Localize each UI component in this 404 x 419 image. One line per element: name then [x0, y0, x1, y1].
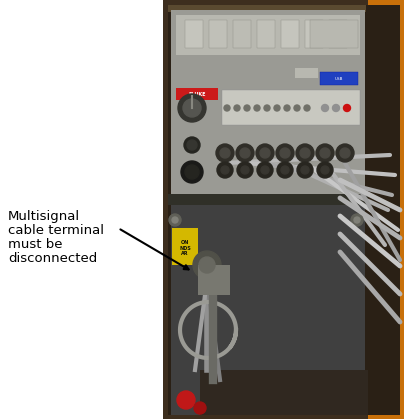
Circle shape	[217, 162, 233, 178]
Bar	[200, 370, 368, 415]
Circle shape	[178, 94, 206, 122]
Circle shape	[187, 140, 197, 150]
Circle shape	[257, 162, 273, 178]
Bar	[176, 15, 360, 55]
Bar	[198, 265, 230, 295]
Circle shape	[183, 99, 201, 117]
Circle shape	[264, 105, 270, 111]
Circle shape	[294, 105, 300, 111]
Circle shape	[277, 162, 293, 178]
Circle shape	[316, 144, 334, 162]
Bar	[168, 5, 400, 415]
Text: cable terminal: cable terminal	[8, 224, 104, 237]
Circle shape	[300, 148, 310, 158]
Circle shape	[274, 105, 280, 111]
Bar	[281, 20, 299, 48]
Circle shape	[322, 104, 328, 111]
Circle shape	[296, 144, 314, 162]
Circle shape	[261, 166, 269, 174]
Bar	[168, 194, 368, 205]
Circle shape	[254, 105, 260, 111]
Circle shape	[220, 148, 230, 158]
Circle shape	[317, 162, 333, 178]
Circle shape	[336, 144, 354, 162]
Circle shape	[280, 148, 290, 158]
Circle shape	[224, 105, 230, 111]
Bar	[171, 200, 365, 415]
Bar	[257, 20, 275, 48]
Circle shape	[340, 148, 350, 158]
Circle shape	[241, 166, 249, 174]
Circle shape	[276, 144, 294, 162]
Circle shape	[169, 214, 181, 226]
Circle shape	[194, 402, 206, 414]
Text: must be: must be	[8, 238, 63, 251]
Circle shape	[256, 144, 274, 162]
Circle shape	[301, 166, 309, 174]
Circle shape	[320, 148, 330, 158]
Bar	[163, 0, 404, 419]
Text: ON
NDS
AR: ON NDS AR	[179, 240, 191, 256]
Circle shape	[351, 214, 363, 226]
Circle shape	[332, 104, 339, 111]
Bar	[233, 20, 251, 48]
Circle shape	[193, 251, 221, 279]
Circle shape	[237, 162, 253, 178]
Circle shape	[343, 104, 351, 111]
Text: FLUKE: FLUKE	[188, 93, 206, 98]
Circle shape	[244, 105, 250, 111]
Circle shape	[284, 105, 290, 111]
Text: Multisignal: Multisignal	[8, 210, 80, 223]
Bar	[320, 72, 358, 85]
Circle shape	[260, 148, 270, 158]
Circle shape	[240, 148, 250, 158]
Bar	[329, 20, 347, 48]
Bar	[172, 228, 198, 265]
Circle shape	[216, 144, 234, 162]
Circle shape	[221, 166, 229, 174]
Bar	[209, 20, 227, 48]
Bar	[310, 20, 358, 48]
Circle shape	[354, 217, 360, 223]
Circle shape	[321, 166, 329, 174]
Circle shape	[177, 391, 195, 409]
Circle shape	[181, 161, 203, 183]
Bar	[168, 5, 366, 12]
Circle shape	[304, 105, 310, 111]
Text: USB: USB	[335, 77, 343, 81]
Bar	[368, 0, 404, 419]
Bar	[171, 10, 365, 195]
Circle shape	[185, 165, 199, 179]
Bar	[176, 88, 218, 100]
Bar	[185, 20, 203, 48]
Bar	[305, 20, 323, 48]
Circle shape	[297, 162, 313, 178]
Circle shape	[184, 137, 200, 153]
Text: disconnected: disconnected	[8, 252, 97, 265]
Circle shape	[236, 144, 254, 162]
Bar	[295, 68, 318, 78]
Bar	[222, 90, 360, 125]
Circle shape	[172, 217, 178, 223]
Circle shape	[199, 257, 215, 273]
Circle shape	[281, 166, 289, 174]
Circle shape	[234, 105, 240, 111]
